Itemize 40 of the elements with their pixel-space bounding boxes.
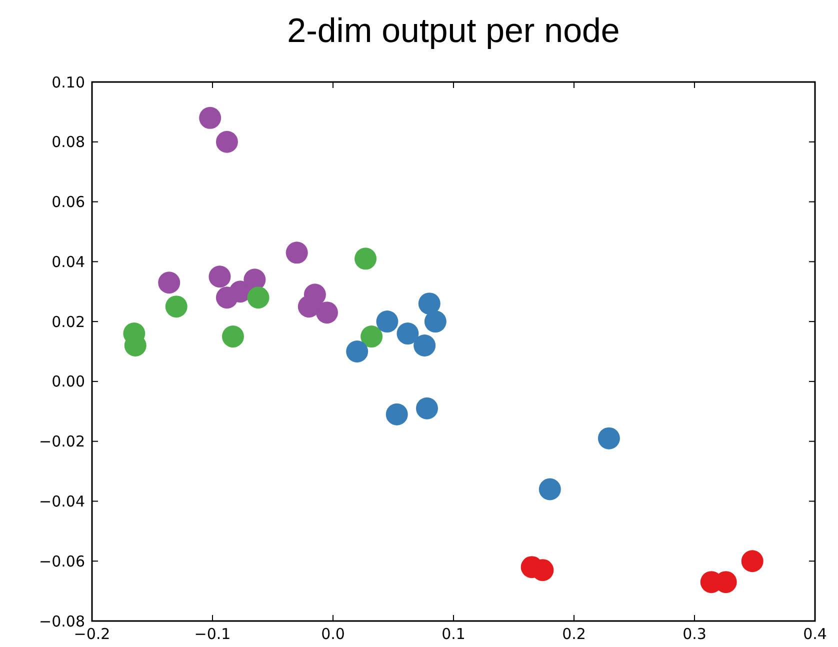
x-tick-label: 0.4 — [803, 625, 827, 643]
point — [741, 550, 764, 572]
y-tick-label: 0.10 — [52, 73, 85, 92]
point — [598, 427, 620, 450]
y-tick-label: 0.06 — [52, 193, 85, 212]
point — [396, 322, 419, 345]
point — [286, 242, 308, 264]
point — [354, 248, 377, 270]
point — [418, 292, 440, 315]
point — [247, 286, 270, 309]
y-tick-label: 0.04 — [52, 252, 85, 271]
point — [208, 266, 231, 288]
point — [316, 302, 338, 324]
point — [165, 296, 188, 318]
y-tick-label: 0.02 — [52, 312, 85, 331]
y-tick-label: 0.08 — [52, 133, 85, 152]
chart-title: 2-dim output per node — [287, 12, 620, 50]
point — [199, 106, 222, 129]
point — [216, 130, 238, 153]
point — [360, 326, 383, 348]
point — [244, 268, 266, 291]
point — [222, 326, 244, 348]
y-tick-label: −0.02 — [39, 432, 85, 451]
point — [424, 310, 446, 333]
point — [376, 310, 398, 333]
y-tick-label: −0.06 — [39, 552, 85, 570]
point — [416, 397, 438, 420]
y-tick-label: 0.00 — [52, 372, 85, 391]
x-tick-label: −0.1 — [194, 625, 231, 643]
point — [538, 478, 561, 500]
x-tick-label: 0.1 — [442, 625, 466, 643]
x-tick-label: 0.2 — [562, 625, 586, 643]
x-tick-label: 0.3 — [682, 625, 706, 643]
x-tick-label: 0.0 — [321, 625, 345, 643]
point — [414, 334, 436, 357]
point — [346, 340, 368, 362]
point — [386, 403, 408, 426]
y-tick-label: −0.04 — [39, 492, 85, 510]
point — [298, 296, 320, 318]
point — [158, 272, 180, 294]
